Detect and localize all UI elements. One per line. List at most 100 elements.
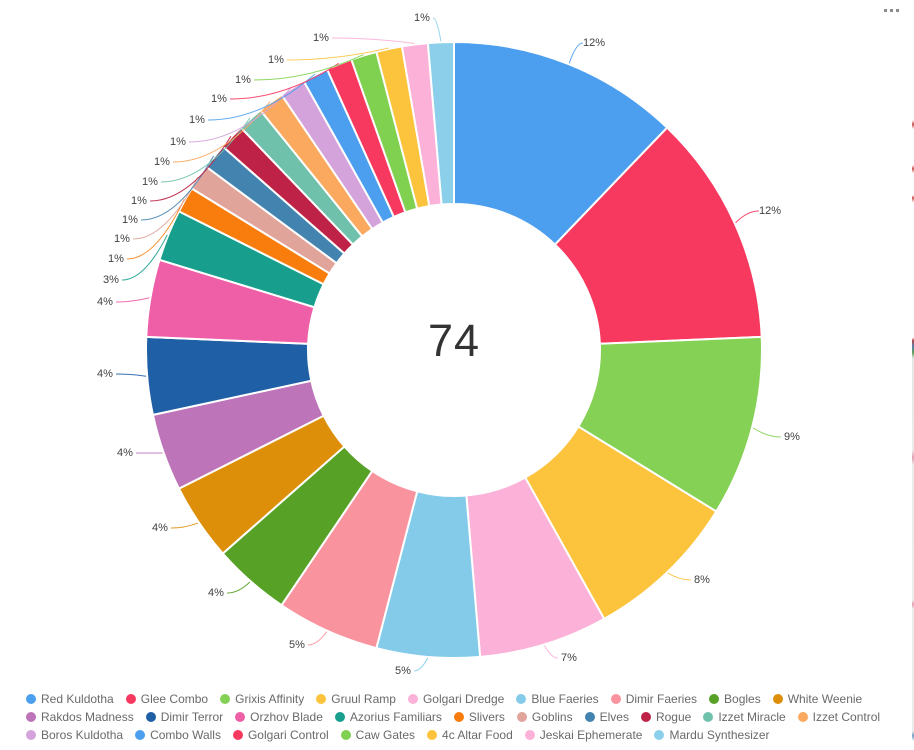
donut-slice-red-kuldotha[interactable]	[453, 40, 669, 247]
percent-label-orzhov-blade: 4%	[97, 296, 113, 308]
legend-item-dimir-faeries[interactable]: Dimir Faeries	[610, 692, 698, 706]
donut-slice-glee-combo[interactable]	[553, 126, 763, 345]
percent-label-azorius-familiars: 3%	[103, 274, 119, 286]
legend: Red Kuldotha Glee Combo Grixis Affinity Gru…	[0, 692, 908, 742]
legend-dot	[797, 712, 808, 722]
percent-label-dimir-faeries: 5%	[289, 639, 305, 651]
leader-line-dimir-terror	[115, 373, 147, 377]
legend-dot	[516, 694, 527, 704]
legend-label: Red Kuldotha	[41, 692, 114, 706]
legend-item-dimir-terror[interactable]: Dimir Terror	[145, 710, 223, 724]
legend-dot	[524, 730, 535, 740]
clipped-adjacent-visual-edge	[912, 0, 914, 750]
legend-item-red-kuldotha[interactable]: Red Kuldotha	[26, 692, 114, 706]
legend-label: Rakdos Madness	[41, 710, 134, 724]
legend-item-golgari-control[interactable]: Golgari Control	[232, 728, 329, 742]
legend-label: Dimir Faeries	[625, 692, 698, 706]
percent-label-glee-combo: 12%	[759, 205, 781, 217]
legend-item-gruul-ramp[interactable]: Gruul Ramp	[316, 692, 396, 706]
legend-item-rakdos-madness[interactable]: Rakdos Madness	[26, 710, 134, 724]
legend-item-azorius-familiars[interactable]: Azorius Familiars	[334, 710, 442, 724]
legend-label: Boros Kuldotha	[41, 728, 124, 742]
percent-label-golgari-dredge: 7%	[561, 652, 577, 664]
percent-label-izzet-control: 1%	[154, 156, 170, 168]
percent-label-bogles: 4%	[208, 587, 224, 599]
leader-line-dimir-faeries	[307, 631, 328, 646]
percent-label-caw-gates: 1%	[235, 74, 251, 86]
legend-item-mardu-synthesizer[interactable]: Mardu Synthesizer	[654, 728, 770, 742]
legend-item-jeskai-ephemerate[interactable]: Jeskai Ephemerate	[524, 728, 643, 742]
leader-line-golgari-control	[229, 62, 340, 100]
legend-dot	[26, 694, 36, 704]
legend-dot	[703, 712, 714, 722]
leader-line-bogles	[226, 581, 251, 594]
legend-label: Orzhov Blade	[250, 710, 323, 724]
legend-item-izzet-control[interactable]: Izzet Control	[797, 710, 880, 724]
legend-dot	[427, 730, 438, 740]
leader-line-combo-walls	[207, 73, 316, 121]
legend-item-caw-gates[interactable]: Caw Gates	[340, 728, 415, 742]
legend-item-white-weenie[interactable]: White Weenie	[772, 692, 863, 706]
legend-label: Mardu Synthesizer	[669, 728, 770, 742]
legend-dot	[584, 712, 595, 722]
legend-item-bogles[interactable]: Bogles	[709, 692, 761, 706]
legend-item-orzhov-blade[interactable]: Orzhov Blade	[235, 710, 323, 724]
leader-line-mardu-synthesizer	[432, 17, 442, 42]
legend-label: Elves	[599, 710, 629, 724]
legend-item-blue-faeries[interactable]: Blue Faeries	[516, 692, 599, 706]
legend-dot	[316, 694, 327, 704]
legend-item-4c-altar-food[interactable]: 4c Altar Food	[427, 728, 513, 742]
leader-line-rogue	[149, 135, 232, 202]
legend-label: Jeskai Ephemerate	[539, 728, 643, 742]
legend-dot	[516, 712, 527, 722]
legend-label: Bogles	[724, 692, 761, 706]
legend-item-rogue[interactable]: Rogue	[640, 710, 691, 724]
legend-item-combo-walls[interactable]: Combo Walls	[135, 728, 221, 742]
legend-dot	[220, 694, 231, 704]
percent-label-gruul-ramp: 8%	[694, 574, 710, 586]
legend-item-izzet-miracle[interactable]: Izzet Miracle	[703, 710, 786, 724]
leader-line-red-kuldotha	[568, 42, 584, 64]
percent-label-grixis-affinity: 9%	[784, 431, 800, 443]
legend-dot	[232, 730, 243, 740]
leader-line-izzet-miracle	[160, 117, 251, 183]
ellipsis-icon	[884, 9, 887, 12]
legend-label: Azorius Familiars	[349, 710, 442, 724]
leader-line-caw-gates	[253, 54, 364, 81]
legend-item-boros-kuldotha[interactable]: Boros Kuldotha	[26, 728, 123, 742]
legend-item-elves[interactable]: Elves	[584, 710, 629, 724]
percent-label-rakdos-madness: 4%	[117, 447, 133, 459]
leader-line-gruul-ramp	[667, 572, 692, 581]
legend-item-grixis-affinity[interactable]: Grixis Affinity	[220, 692, 304, 706]
legend-item-golgari-dredge[interactable]: Golgari Dredge	[407, 692, 504, 706]
leader-line-azorius-familiars	[121, 234, 168, 281]
legend-dot	[772, 694, 783, 704]
legend-label: Golgari Control	[247, 728, 329, 742]
percent-label-boros-kuldotha: 1%	[170, 136, 186, 148]
legend-dot	[26, 730, 36, 740]
legend-dot	[640, 712, 651, 722]
percent-label-jeskai-ephemerate: 1%	[313, 32, 329, 44]
legend-dot	[26, 712, 36, 722]
legend-item-goblins[interactable]: Goblins	[516, 710, 573, 724]
percent-label-rogue: 1%	[131, 195, 147, 207]
legend-dot	[654, 730, 665, 740]
leader-line-4c-altar-food	[286, 47, 390, 61]
leader-line-izzet-control	[172, 101, 271, 163]
donut-slice-mardu-synthesizer[interactable]	[426, 40, 455, 206]
ellipsis-icon	[896, 9, 899, 12]
percent-label-4c-altar-food: 1%	[268, 54, 284, 66]
center-total-label: 74	[427, 315, 481, 366]
legend-dot	[407, 694, 418, 704]
legend-item-slivers[interactable]: Slivers	[453, 710, 505, 724]
legend-label: 4c Altar Food	[442, 728, 513, 742]
percent-label-slivers: 1%	[108, 253, 124, 265]
more-options-button[interactable]	[882, 7, 901, 14]
legend-label: White Weenie	[787, 692, 863, 706]
leader-line-jeskai-ephemerate	[331, 37, 415, 44]
legend-dot	[334, 712, 345, 722]
legend-label: Izzet Miracle	[718, 710, 786, 724]
legend-item-glee-combo[interactable]: Glee Combo	[125, 692, 208, 706]
legend-dot	[610, 694, 621, 704]
